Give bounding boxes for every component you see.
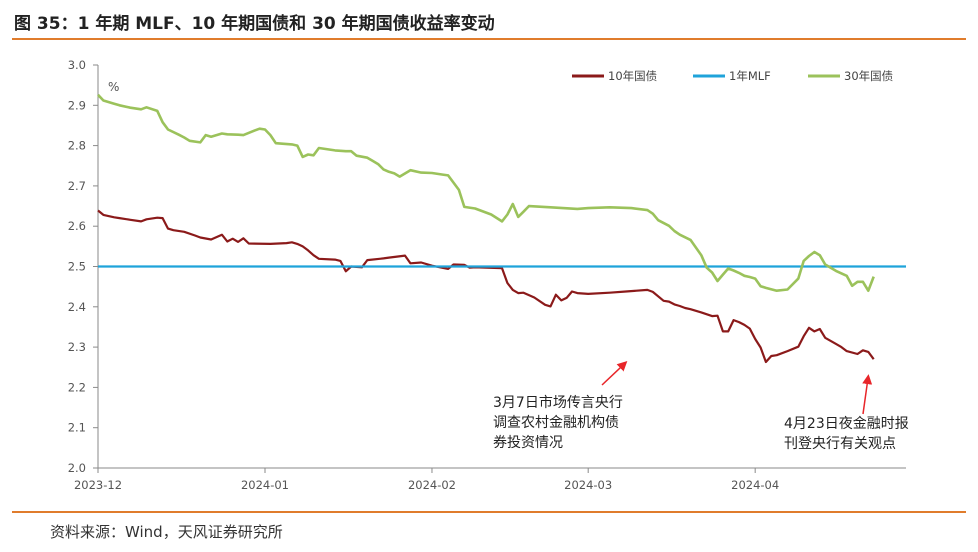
- series-layer: [97, 93, 906, 364]
- legend-label: 1年MLF: [729, 69, 771, 83]
- chart-legend: 10年国债 1年MLF 30年国债: [572, 69, 893, 83]
- x-tick-label: 2024-02: [408, 478, 456, 492]
- figure-source: 资料来源：Wind，天风证券研究所: [50, 523, 283, 541]
- y-tick-label: 2.5: [68, 260, 86, 274]
- chart-axes: 3.0 2.9 2.8 2.7 2.6 2.5 2.4 2.3 2.2 2.1 2.0% 2023-1…: [68, 58, 906, 492]
- series-line-30y: [97, 93, 875, 293]
- y-tick-label: 2.4: [68, 300, 86, 314]
- y-unit-label: %: [108, 80, 119, 94]
- legend-label: 10年国债: [608, 69, 657, 83]
- legend-label: 30年国债: [844, 69, 893, 83]
- figure-title: 图 35：1 年期 MLF、10 年期国债和 30 年期国债收益率变动: [14, 14, 495, 34]
- annotation-march7-line: 3月7日市场传言央行: [493, 394, 623, 411]
- title-rule: [12, 38, 966, 40]
- source-rule: [12, 511, 966, 513]
- annotation-april23-line: 刊登央行有关观点: [784, 436, 896, 452]
- y-tick-label: 2.3: [68, 340, 86, 354]
- annotation-april23-text: 4月23日夜金融时报刊登央行有关观点: [784, 416, 909, 452]
- y-tick-label: 2.6: [68, 219, 86, 233]
- y-tick-label: 2.8: [68, 139, 86, 153]
- x-tick-label: 2024-03: [564, 478, 612, 492]
- annotation-april23-line: 4月23日夜金融时报: [784, 416, 909, 432]
- chart-annotations: 3月7日市场传言央行调查农村金融机构债券投资情况 4月23日夜金融时报刊登央行有关…: [493, 361, 909, 452]
- annotation-march7-line: 券投资情况: [493, 435, 563, 451]
- yield-line-chart: 3.0 2.9 2.8 2.7 2.6 2.5 2.4 2.3 2.2 2.1 2.0% 2023-1…: [68, 58, 909, 492]
- y-tick-label: 2.1: [68, 421, 86, 435]
- annotation-march7-line: 调查农村金融机构债: [493, 415, 619, 431]
- annotation-march7-text: 3月7日市场传言央行调查农村金融机构债券投资情况: [493, 394, 623, 451]
- annotation-april23-arrow: [862, 374, 873, 415]
- annotation-march7-arrow: [601, 361, 628, 386]
- y-tick-label: 2.7: [68, 179, 86, 193]
- y-tick-label: 2.0: [68, 461, 86, 475]
- y-tick-label: 3.0: [68, 58, 86, 72]
- x-tick-label: 2023-12: [74, 478, 122, 492]
- x-tick-label: 2024-04: [731, 478, 779, 492]
- y-tick-label: 2.2: [68, 380, 86, 394]
- y-tick-label: 2.9: [68, 98, 86, 112]
- x-tick-label: 2024-01: [241, 478, 289, 492]
- series-line-10y: [97, 209, 875, 364]
